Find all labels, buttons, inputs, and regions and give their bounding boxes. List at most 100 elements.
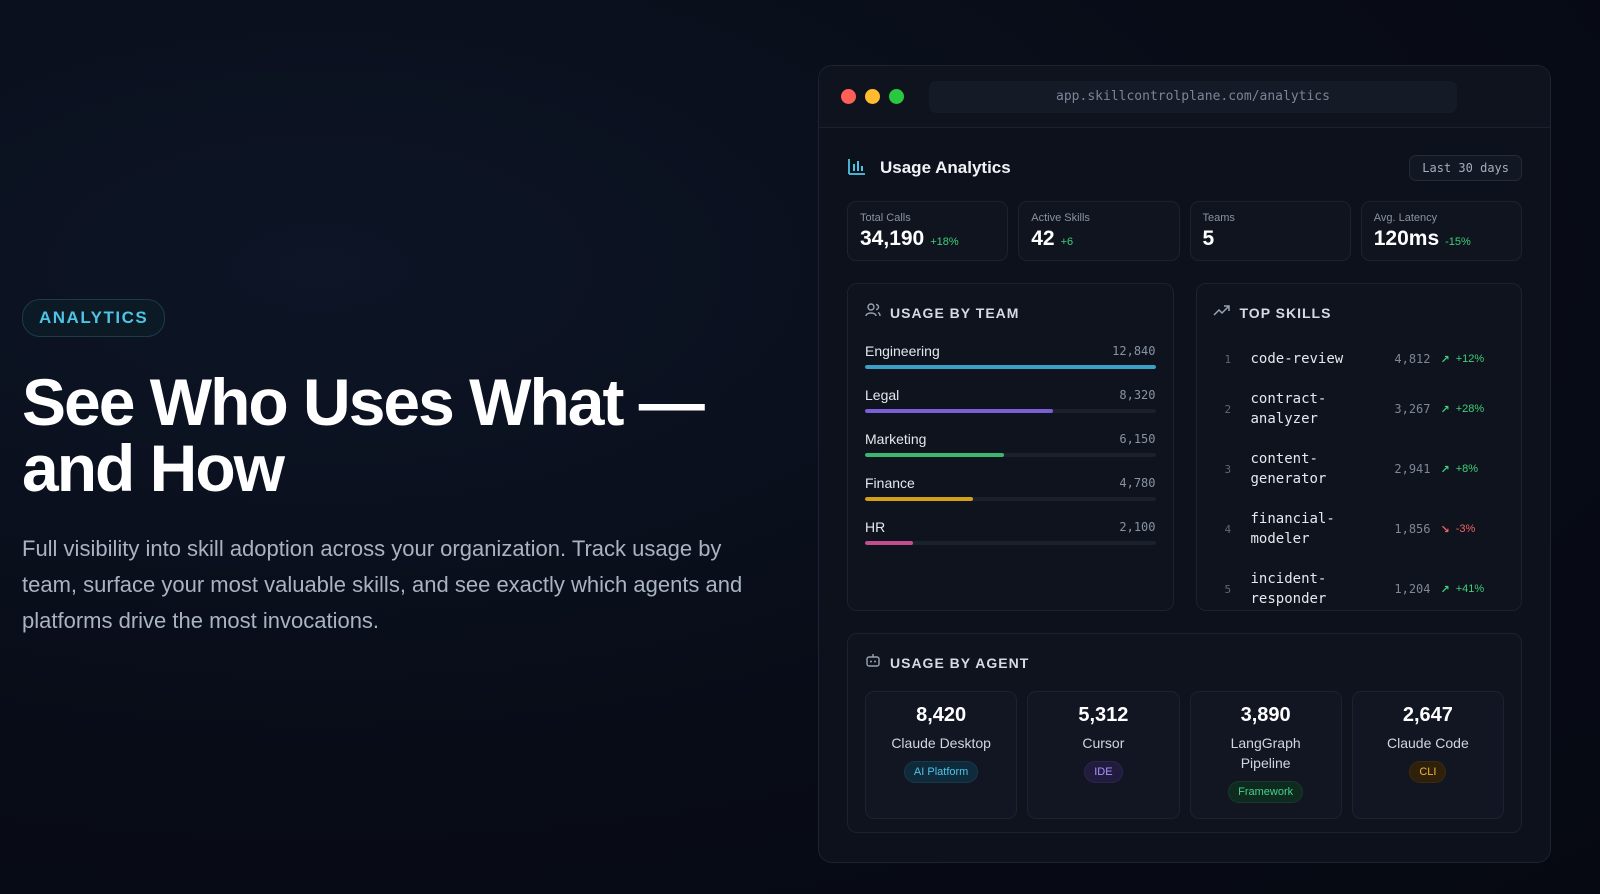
agent-type-tag: IDE	[1084, 761, 1123, 783]
agent-count: 3,890	[1240, 704, 1291, 726]
agent-card[interactable]: 2,647 Claude Code CLI	[1351, 691, 1504, 819]
page-title: Usage Analytics	[880, 158, 1011, 177]
browser-window: app.skillcontrolplane.com/analytics Usag…	[818, 65, 1551, 863]
agent-count: 5,312	[1078, 704, 1129, 726]
usage-bar-track	[865, 541, 1156, 545]
arrow-down-right-icon: ↘	[1440, 523, 1450, 536]
skill-name: financial-modeler	[1250, 511, 1335, 547]
usage-bar-fill	[865, 453, 1005, 457]
stats-row: Total Calls 34,190 +18% Active Skills 42…	[847, 201, 1522, 261]
arrow-up-right-icon: ↗	[1440, 403, 1450, 416]
usage-bar-track	[865, 409, 1156, 413]
stat-card-total-calls: Total Calls 34,190 +18%	[847, 201, 1009, 261]
hero-section: ANALYTICS See Who Uses What — and How Fu…	[22, 299, 762, 639]
dashboard-header: Usage Analytics Last 30 days	[847, 154, 1522, 182]
agent-type-tag: CLI	[1409, 761, 1447, 783]
skill-trend: ↘ -3%	[1441, 523, 1476, 536]
skill-row[interactable]: 1 code-review 4,812 ↗ +12%	[1213, 339, 1506, 379]
team-row: Marketing 6,150	[865, 431, 1156, 457]
skill-trend-value: +8%	[1455, 463, 1479, 475]
agent-type-tag: AI Platform	[903, 761, 979, 783]
skill-count: 4,812	[1394, 352, 1431, 366]
skill-rank: 2	[1224, 402, 1232, 416]
skill-trend: ↗ +8%	[1441, 463, 1479, 476]
agent-card[interactable]: 3,890 LangGraph Pipeline Framework	[1189, 691, 1342, 819]
stat-card-active-skills: Active Skills 42 +6	[1018, 201, 1180, 261]
arrow-up-right-icon: ↗	[1440, 583, 1450, 596]
bot-icon	[865, 652, 890, 673]
skill-name: code-review	[1250, 351, 1344, 367]
skill-rank: 4	[1224, 522, 1232, 536]
agent-type-tag: Framework	[1228, 781, 1304, 803]
agent-name: Cursor	[1082, 735, 1125, 751]
team-name: HR	[865, 519, 886, 535]
skill-name: contract-analyzer	[1250, 391, 1327, 427]
stat-delta: +18%	[930, 236, 959, 248]
usage-by-team-panel: USAGE BY TEAM Engineering 12,840 Legal 8,32…	[847, 283, 1174, 611]
team-row: HR 2,100	[865, 519, 1156, 545]
team-value: 4,780	[1119, 476, 1156, 490]
agent-count: 2,647	[1402, 704, 1453, 726]
team-name: Finance	[865, 475, 915, 491]
skill-row[interactable]: 2 contract-analyzer 3,267 ↗ +28%	[1213, 379, 1506, 439]
skill-count: 3,267	[1394, 402, 1431, 416]
usage-bar-fill	[865, 541, 913, 545]
hero-title: See Who Uses What — and How	[22, 365, 705, 505]
agent-card[interactable]: 8,420 Claude Desktop AI Platform	[865, 691, 1018, 819]
panel-title: USAGE BY TEAM	[890, 304, 1020, 321]
agent-grid: 8,420 Claude Desktop AI Platform 5,312 Curso…	[865, 691, 1504, 819]
team-row: Legal 8,320	[865, 387, 1156, 413]
usage-bar-fill	[865, 409, 1054, 413]
stat-label: Teams	[1202, 212, 1235, 224]
agent-card[interactable]: 5,312 Cursor IDE	[1027, 691, 1180, 819]
usage-bar-fill	[865, 365, 1156, 369]
minimize-window-dot[interactable]	[865, 89, 880, 104]
skill-trend: ↗ +12%	[1441, 353, 1485, 366]
panel-title: TOP SKILLS	[1239, 304, 1332, 321]
skill-count: 2,941	[1394, 462, 1431, 476]
usage-bar-track	[865, 365, 1156, 369]
team-value: 8,320	[1119, 388, 1156, 402]
skill-name: incident-responder	[1250, 571, 1327, 607]
date-range-selector[interactable]: Last 30 days	[1409, 155, 1522, 181]
team-value: 12,840	[1112, 344, 1156, 358]
skill-row[interactable]: 4 financial-modeler 1,856 ↘ -3%	[1213, 499, 1506, 559]
maximize-window-dot[interactable]	[889, 89, 904, 104]
skill-trend-value: +12%	[1455, 353, 1485, 365]
stat-label: Total Calls	[860, 212, 911, 224]
stat-value: 120ms	[1373, 227, 1440, 250]
skill-row[interactable]: 3 content-generator 2,941 ↗ +8%	[1213, 439, 1506, 499]
users-icon	[865, 302, 890, 323]
stat-value: 42	[1031, 227, 1055, 250]
browser-titlebar: app.skillcontrolplane.com/analytics	[819, 66, 1550, 128]
skill-trend: ↗ +41%	[1441, 583, 1485, 596]
team-value: 6,150	[1119, 432, 1156, 446]
panel-title: USAGE BY AGENT	[890, 654, 1030, 671]
usage-by-agent-panel: USAGE BY AGENT 8,420 Claude Desktop AI Pla…	[847, 633, 1522, 833]
close-window-dot[interactable]	[841, 89, 856, 104]
stat-label: Avg. Latency	[1373, 212, 1438, 224]
stat-delta: -15%	[1445, 236, 1471, 248]
skill-row[interactable]: 5 incident-responder 1,204 ↗ +41%	[1213, 559, 1506, 619]
arrow-up-right-icon: ↗	[1440, 463, 1450, 476]
skill-count: 1,856	[1394, 522, 1431, 536]
team-name: Engineering	[865, 343, 940, 359]
trending-up-icon	[1212, 302, 1240, 323]
stat-delta: +6	[1060, 236, 1074, 248]
dashboard: Usage Analytics Last 30 days Total Calls…	[819, 128, 1550, 859]
skill-trend-value: -3%	[1455, 523, 1476, 535]
agent-name: Claude Desktop	[891, 735, 991, 751]
hero-description: Full visibility into skill adoption acro…	[22, 536, 743, 633]
address-bar[interactable]: app.skillcontrolplane.com/analytics	[929, 80, 1457, 113]
usage-bar-fill	[865, 497, 974, 501]
skill-rank: 1	[1224, 352, 1232, 366]
bar-chart-icon	[847, 156, 880, 181]
team-row: Engineering 12,840	[865, 343, 1156, 369]
stat-label: Active Skills	[1031, 212, 1090, 224]
section-badge: ANALYTICS	[22, 299, 166, 337]
skill-name: content-generator	[1250, 451, 1327, 487]
skill-trend-value: +41%	[1455, 583, 1485, 595]
usage-bar-track	[865, 497, 1156, 501]
stat-card-avg-latency: Avg. Latency 120ms -15%	[1360, 201, 1522, 261]
stat-card-teams: Teams 5	[1189, 201, 1351, 261]
